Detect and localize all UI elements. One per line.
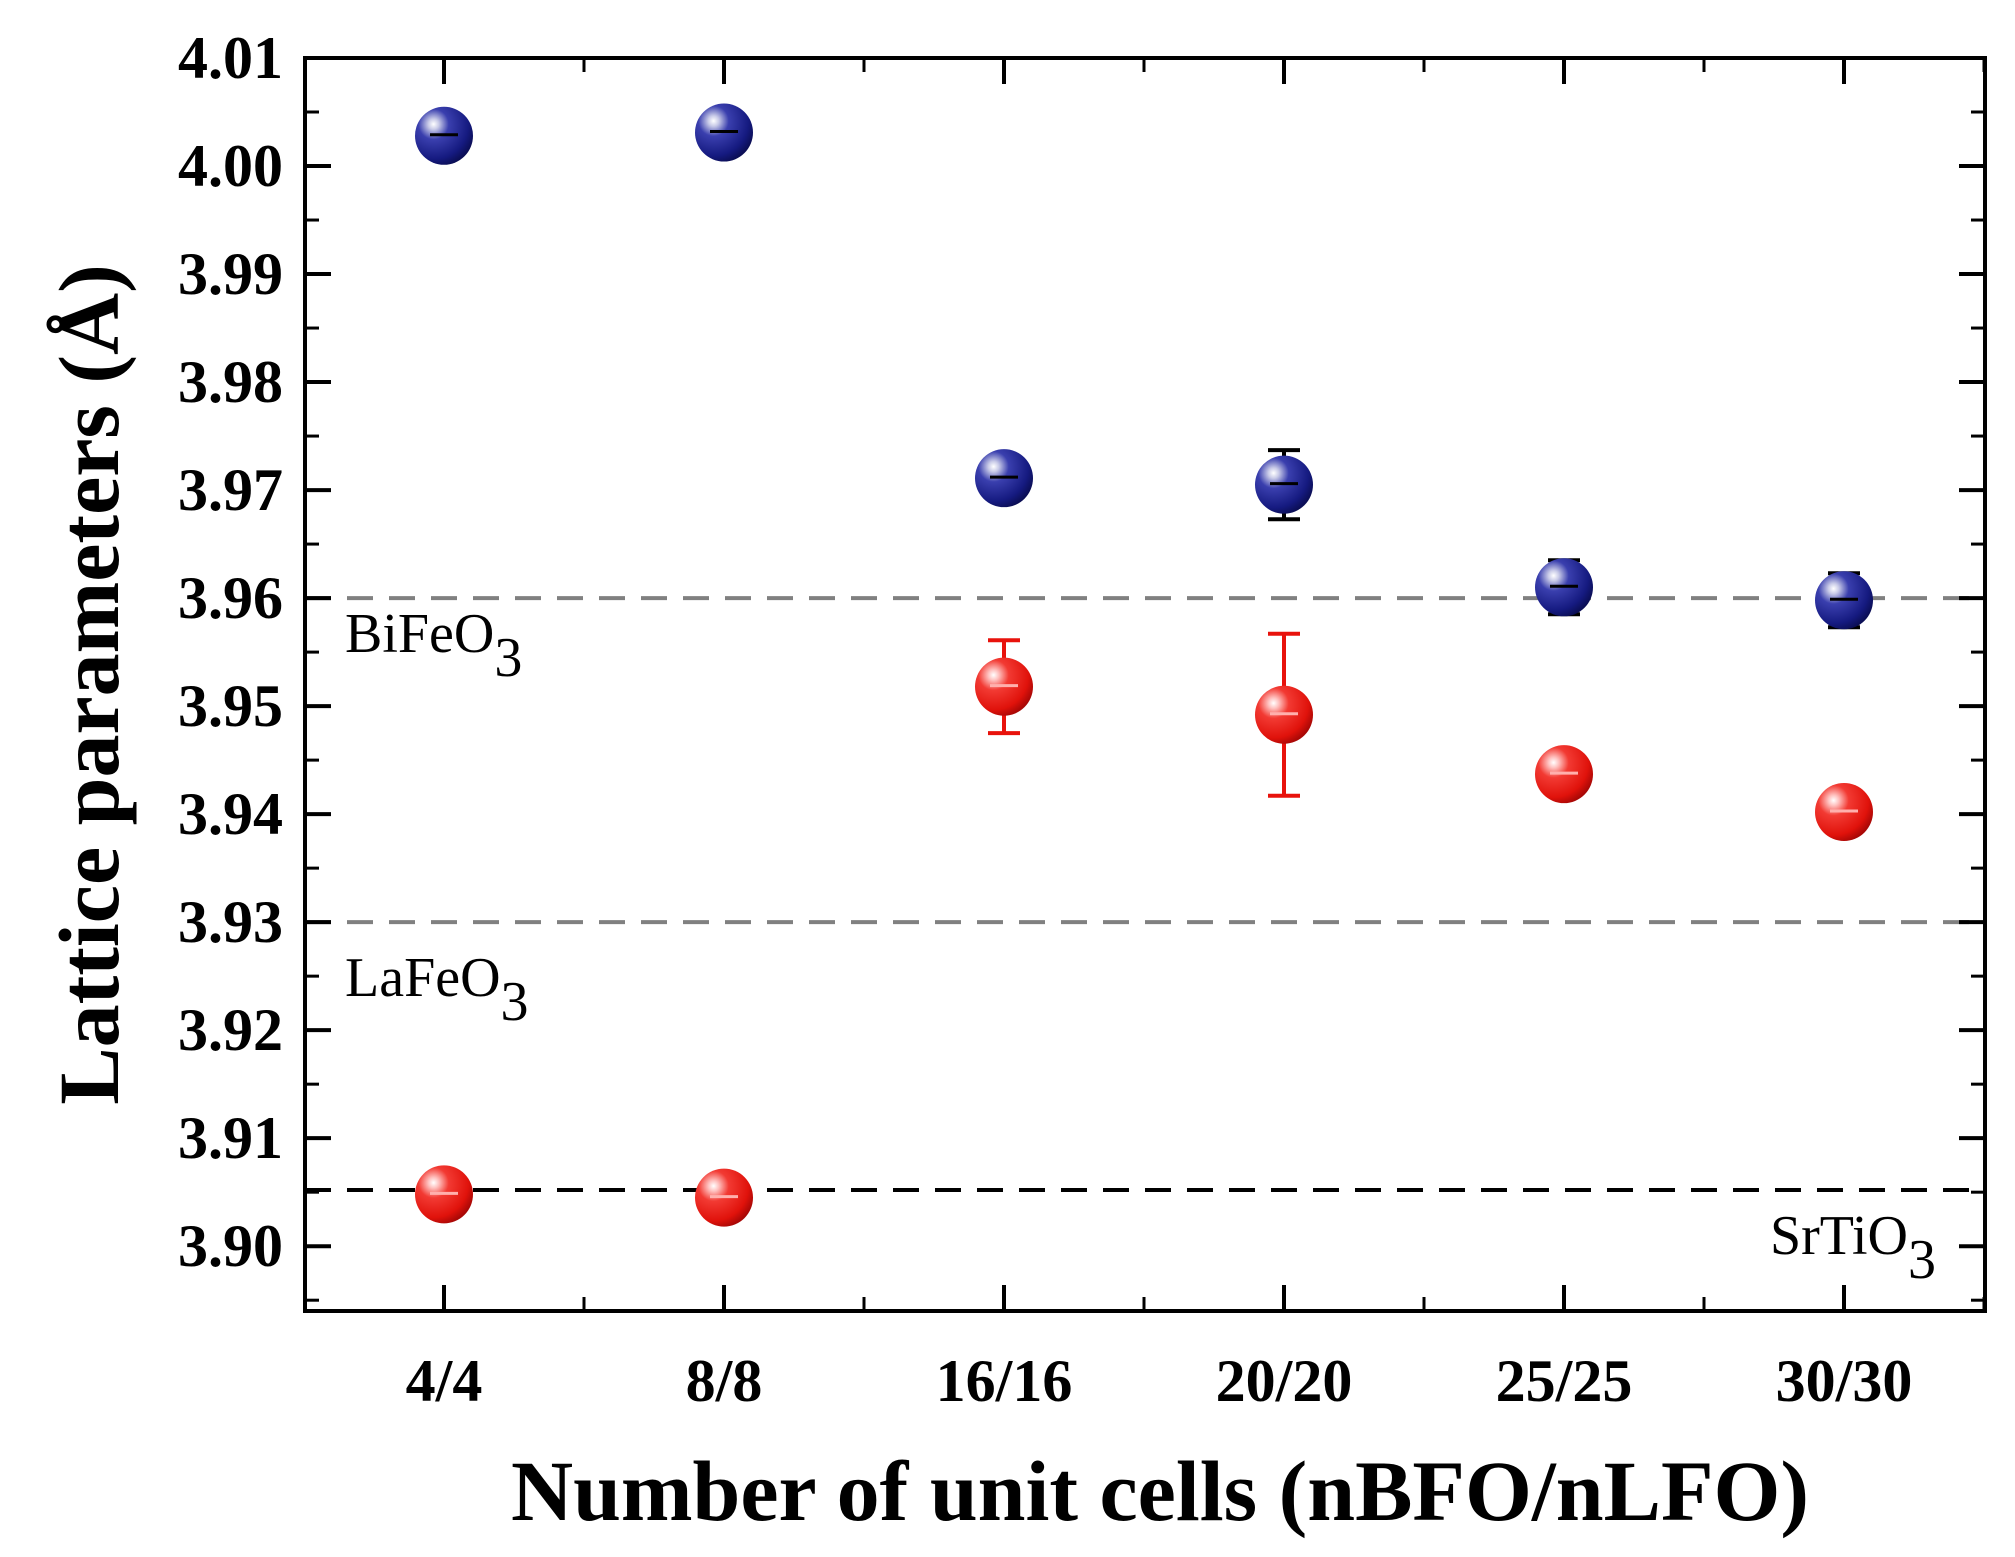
x-tick-label: 25/25 [1496, 1348, 1633, 1414]
y-tick-label: 3.94 [178, 781, 283, 847]
y-tick-label: 3.99 [178, 241, 283, 307]
plot-frame [303, 56, 1987, 1313]
reference-lines [305, 596, 1985, 1193]
reference-label-srtio: SrTiO3 [1770, 1205, 1936, 1291]
y-tick-label: 3.95 [178, 673, 283, 739]
y-tick-label: 3.90 [178, 1213, 283, 1279]
chart-text: 3.90 3.91 3.92 3.93 3.94 3.95 3.96 3.97 3.98 3.99… [41, 25, 1936, 1539]
y-tick-label: 3.96 [178, 565, 283, 631]
x-tick-label: 8/8 [686, 1348, 763, 1414]
reference-label-bifeo: BiFeO3 [345, 603, 522, 689]
x-tick-label: 4/4 [406, 1348, 483, 1414]
x-axis-title: Number of unit cells (nBFO/nLFO) [511, 1443, 1809, 1539]
x-tick-label: 30/30 [1776, 1348, 1913, 1414]
y-tick-label: 3.98 [178, 349, 283, 415]
y-tick-label: 4.00 [178, 133, 283, 199]
y-tick-label: 3.93 [178, 889, 283, 955]
data-points [415, 103, 1873, 1227]
error-bars [428, 112, 1860, 798]
axis-ticks [305, 56, 1986, 1311]
reference-label-lafeo: LaFeO3 [345, 947, 529, 1033]
plot-area-border [303, 56, 1987, 1313]
y-tick-label: 3.91 [178, 1105, 283, 1171]
y-axis-title: Lattice parameters (Å) [41, 264, 137, 1105]
y-tick-label: 3.97 [178, 457, 283, 523]
y-tick-label: 4.01 [178, 25, 283, 91]
y-tick-label: 3.92 [178, 997, 283, 1063]
x-tick-label: 20/20 [1216, 1348, 1353, 1414]
x-tick-label: 16/16 [936, 1348, 1073, 1414]
